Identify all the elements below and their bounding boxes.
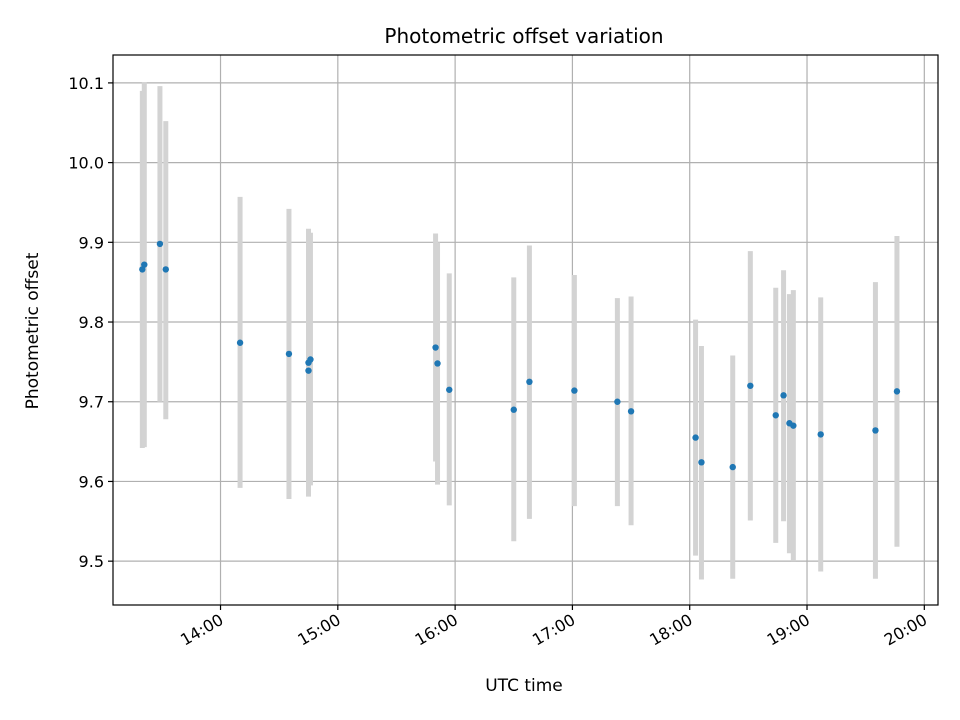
data-point	[307, 356, 314, 363]
data-point	[872, 427, 879, 434]
data-point	[614, 398, 621, 405]
data-point	[432, 344, 439, 351]
data-point	[729, 463, 736, 471]
data-point	[790, 422, 797, 429]
y-tick-label: 9.7	[79, 393, 104, 412]
data-point	[817, 431, 824, 438]
y-tick-label: 10.0	[68, 154, 104, 173]
y-tick-label: 9.8	[79, 313, 104, 332]
data-point	[747, 382, 754, 389]
data-points	[139, 240, 901, 471]
data-point	[305, 367, 312, 374]
data-point	[141, 261, 148, 268]
data-point	[627, 408, 635, 415]
data-point	[156, 240, 164, 248]
y-tick-label: 10.1	[68, 74, 104, 93]
data-point	[698, 459, 705, 466]
data-point	[162, 266, 169, 273]
y-axis-title: Photometric offset	[23, 252, 43, 409]
data-point	[236, 339, 244, 346]
y-axis-ticks: 9.5 9.6 9.7 9.8 9.9 10.0 10.1	[68, 74, 113, 571]
data-point	[692, 434, 699, 441]
data-point	[139, 266, 146, 273]
y-tick-label: 9.9	[79, 233, 104, 252]
data-point	[526, 378, 533, 386]
data-point	[285, 350, 293, 358]
data-point	[780, 392, 787, 399]
y-tick-label: 9.5	[79, 552, 104, 571]
y-tick-label: 9.6	[79, 472, 104, 491]
plot-area-frame	[112, 54, 939, 606]
data-point	[446, 386, 453, 393]
data-point	[772, 412, 779, 419]
chart-title: Photometric offset variation	[384, 24, 663, 48]
data-point	[571, 387, 578, 394]
data-point	[434, 360, 441, 367]
x-axis-title: UTC time	[485, 676, 563, 696]
grid	[113, 55, 938, 605]
data-point	[510, 406, 517, 413]
data-point	[893, 388, 901, 395]
